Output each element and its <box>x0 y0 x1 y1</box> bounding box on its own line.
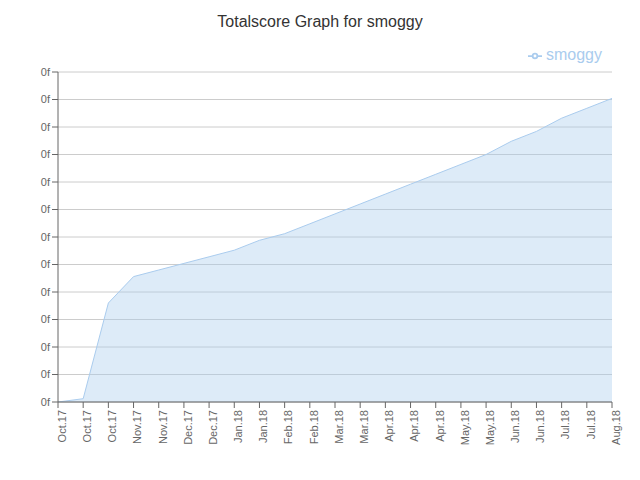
svg-text:0f: 0f <box>41 203 51 215</box>
svg-text:May.18: May.18 <box>484 410 496 445</box>
svg-text:0f: 0f <box>41 341 51 353</box>
svg-text:May.18: May.18 <box>459 410 471 445</box>
svg-text:Apr.18: Apr.18 <box>434 410 446 442</box>
html-text:smoggy: smoggy <box>546 46 602 63</box>
svg-text:Jun.18: Jun.18 <box>534 410 546 443</box>
svg-text:0f: 0f <box>41 396 51 408</box>
svg-text:0f: 0f <box>41 121 51 133</box>
svg-text:0f: 0f <box>41 148 51 160</box>
svg-text:Jun.18: Jun.18 <box>509 410 521 443</box>
svg-text:Jan.18: Jan.18 <box>232 410 244 443</box>
svg-text:Jul.18: Jul.18 <box>559 410 571 439</box>
svg-text:Oct.17: Oct.17 <box>81 410 93 442</box>
svg-text:Nov.17: Nov.17 <box>157 410 169 444</box>
svg-text:Oct.17: Oct.17 <box>106 410 118 442</box>
svg-text:Feb.18: Feb.18 <box>308 410 320 444</box>
svg-text:Aug.18: Aug.18 <box>610 410 622 445</box>
html-text:Totalscore Graph for smoggy: Totalscore Graph for smoggy <box>217 13 423 30</box>
svg-text:Oct.17: Oct.17 <box>56 410 68 442</box>
svg-text:0f: 0f <box>41 258 51 270</box>
svg-text:0f: 0f <box>41 368 51 380</box>
svg-text:Jul.18: Jul.18 <box>585 410 597 439</box>
svg-text:0f: 0f <box>41 313 51 325</box>
svg-text:Apr.18: Apr.18 <box>408 410 420 442</box>
svg-text:0f: 0f <box>41 66 51 78</box>
svg-text:Dec.17: Dec.17 <box>207 410 219 445</box>
svg-text:0f: 0f <box>41 286 51 298</box>
svg-text:0f: 0f <box>41 176 51 188</box>
svg-text:Nov.17: Nov.17 <box>131 410 143 444</box>
svg-text:0f: 0f <box>41 231 51 243</box>
svg-text:Apr.18: Apr.18 <box>383 410 395 442</box>
svg-text:Dec.17: Dec.17 <box>182 410 194 445</box>
svg-text:Mar.18: Mar.18 <box>333 410 345 444</box>
svg-text:Feb.18: Feb.18 <box>282 410 294 444</box>
svg-text:0f: 0f <box>41 93 51 105</box>
svg-text:Mar.18: Mar.18 <box>358 410 370 444</box>
svg-text:Jan.18: Jan.18 <box>257 410 269 443</box>
